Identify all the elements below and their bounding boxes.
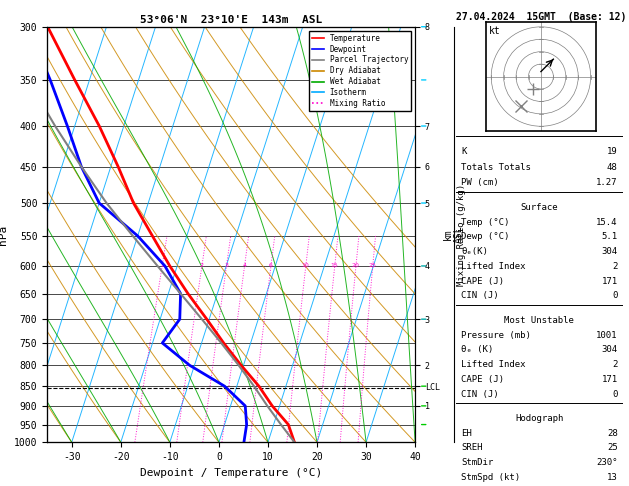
Text: Surface: Surface — [521, 203, 558, 212]
Text: 10: 10 — [302, 263, 309, 268]
Text: SREH: SREH — [461, 443, 482, 452]
Text: EH: EH — [461, 429, 472, 438]
Text: Temp (°C): Temp (°C) — [461, 218, 509, 226]
Text: CIN (J): CIN (J) — [461, 390, 499, 399]
X-axis label: Dewpoint / Temperature (°C): Dewpoint / Temperature (°C) — [140, 468, 322, 478]
Text: 19: 19 — [607, 147, 618, 156]
Text: 15: 15 — [331, 263, 338, 268]
Text: 171: 171 — [601, 375, 618, 384]
Text: 20: 20 — [352, 263, 360, 268]
Text: 3: 3 — [224, 263, 228, 268]
Text: CAPE (J): CAPE (J) — [461, 375, 504, 384]
Text: 304: 304 — [601, 345, 618, 354]
Text: 304: 304 — [601, 247, 618, 256]
Text: CIN (J): CIN (J) — [461, 292, 499, 300]
Text: StmDir: StmDir — [461, 458, 493, 467]
Text: Totals Totals: Totals Totals — [461, 163, 531, 172]
Text: 25: 25 — [369, 263, 377, 268]
Text: CAPE (J): CAPE (J) — [461, 277, 504, 286]
Text: 0: 0 — [613, 390, 618, 399]
Text: 27.04.2024  15GMT  (Base: 12): 27.04.2024 15GMT (Base: 12) — [456, 12, 626, 22]
Text: 171: 171 — [601, 277, 618, 286]
Text: 6: 6 — [269, 263, 272, 268]
Text: StmSpd (kt): StmSpd (kt) — [461, 473, 520, 482]
Text: 1.27: 1.27 — [596, 178, 618, 188]
Text: 5.1: 5.1 — [601, 232, 618, 242]
Y-axis label: km
ASL: km ASL — [443, 226, 464, 243]
Text: 1001: 1001 — [596, 330, 618, 340]
Text: Most Unstable: Most Unstable — [504, 316, 574, 325]
Y-axis label: Mixing Ratio (g/kg): Mixing Ratio (g/kg) — [457, 183, 466, 286]
Text: θₑ (K): θₑ (K) — [461, 345, 493, 354]
Text: PW (cm): PW (cm) — [461, 178, 499, 188]
Text: 230°: 230° — [596, 458, 618, 467]
Text: 28: 28 — [607, 429, 618, 438]
Text: 2: 2 — [613, 262, 618, 271]
Title: 53°06'N  23°10'E  143m  ASL: 53°06'N 23°10'E 143m ASL — [140, 15, 322, 25]
Text: Lifted Index: Lifted Index — [461, 360, 525, 369]
Text: Pressure (mb): Pressure (mb) — [461, 330, 531, 340]
Text: θₑ(K): θₑ(K) — [461, 247, 488, 256]
Text: 2: 2 — [613, 360, 618, 369]
Text: 25: 25 — [607, 443, 618, 452]
Text: 13: 13 — [607, 473, 618, 482]
Text: 1: 1 — [160, 263, 164, 268]
Text: kt: kt — [489, 26, 500, 36]
Text: Lifted Index: Lifted Index — [461, 262, 525, 271]
Legend: Temperature, Dewpoint, Parcel Trajectory, Dry Adiabat, Wet Adiabat, Isotherm, Mi: Temperature, Dewpoint, Parcel Trajectory… — [309, 31, 411, 111]
Text: Hodograph: Hodograph — [515, 414, 564, 423]
Text: 15.4: 15.4 — [596, 218, 618, 226]
Text: 0: 0 — [613, 292, 618, 300]
Text: K: K — [461, 147, 466, 156]
Text: 48: 48 — [607, 163, 618, 172]
Text: 2: 2 — [199, 263, 204, 268]
Text: Dewp (°C): Dewp (°C) — [461, 232, 509, 242]
Text: 4: 4 — [242, 263, 247, 268]
Y-axis label: hPa: hPa — [0, 225, 8, 244]
